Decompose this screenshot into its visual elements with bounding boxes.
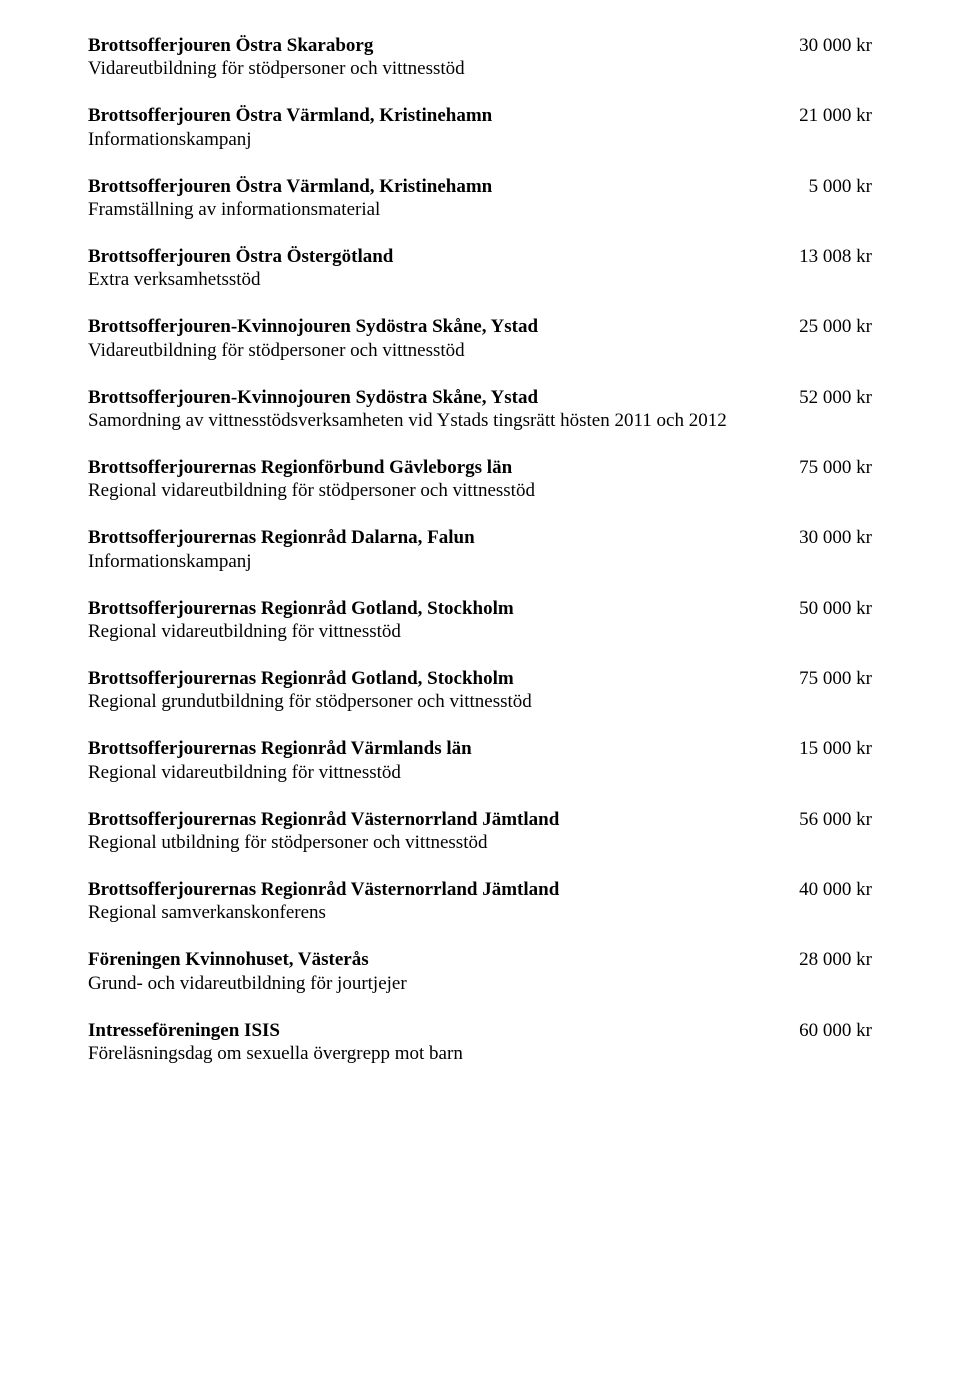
entry-description: Regional vidareutbildning för vittnesstö… bbox=[88, 620, 872, 643]
entry-amount: 50 000 kr bbox=[779, 597, 872, 620]
entry-description: Regional grundutbildning för stödpersone… bbox=[88, 690, 872, 713]
entry-header-row: Brottsofferjourernas Regionråd Värmlands… bbox=[88, 737, 872, 760]
entry-title: Brottsofferjourernas Regionråd Västernor… bbox=[88, 878, 559, 901]
entry-title: Brottsofferjouren Östra Östergötland bbox=[88, 245, 393, 268]
entry-amount: 40 000 kr bbox=[779, 878, 872, 901]
entry-title: Brottsofferjouren Östra Skaraborg bbox=[88, 34, 373, 57]
entry-description: Vidareutbildning för stödpersoner och vi… bbox=[88, 339, 872, 362]
entry-description: Informationskampanj bbox=[88, 550, 872, 573]
entry-title: Brottsofferjouren Östra Värmland, Kristi… bbox=[88, 104, 492, 127]
list-item: Intresseföreningen ISIS 60 000 krFöreläsn… bbox=[88, 1019, 872, 1065]
entry-amount: 75 000 kr bbox=[779, 667, 872, 690]
entry-header-row: Brottsofferjouren Östra Östergötland 13 0… bbox=[88, 245, 872, 268]
entry-title: Brottsofferjourernas Regionråd Västernor… bbox=[88, 808, 559, 831]
entry-title: Intresseföreningen ISIS bbox=[88, 1019, 280, 1042]
entry-amount: 28 000 kr bbox=[779, 948, 872, 971]
list-item: Brottsofferjouren Östra Värmland, Kristi… bbox=[88, 104, 872, 150]
entry-description: Vidareutbildning för stödpersoner och vi… bbox=[88, 57, 872, 80]
entry-header-row: Brottsofferjouren Östra Värmland, Kristi… bbox=[88, 175, 872, 198]
entry-description: Informationskampanj bbox=[88, 128, 872, 151]
entry-amount: 5 000 kr bbox=[789, 175, 872, 198]
entry-title: Brottsofferjouren Östra Värmland, Kristi… bbox=[88, 175, 492, 198]
entry-header-row: Brottsofferjourernas Regionråd Västernor… bbox=[88, 878, 872, 901]
entry-amount: 52 000 kr bbox=[779, 386, 872, 409]
entry-description: Föreläsningsdag om sexuella övergrepp mo… bbox=[88, 1042, 872, 1065]
entry-header-row: Brottsofferjourernas Regionråd Gotland, … bbox=[88, 597, 872, 620]
entry-description: Regional vidareutbildning för vittnesstö… bbox=[88, 761, 872, 784]
entry-header-row: Brottsofferjourernas Regionråd Dalarna, … bbox=[88, 526, 872, 549]
entry-header-row: Intresseföreningen ISIS 60 000 kr bbox=[88, 1019, 872, 1042]
list-item: Brottsofferjourernas Regionråd Dalarna, … bbox=[88, 526, 872, 572]
entry-title: Brottsofferjouren-Kvinnojouren Sydöstra … bbox=[88, 315, 538, 338]
entry-amount: 75 000 kr bbox=[779, 456, 872, 479]
entry-description: Regional vidareutbildning för stödperson… bbox=[88, 479, 872, 502]
list-item: Brottsofferjourernas Regionråd Värmlands… bbox=[88, 737, 872, 783]
entry-header-row: Föreningen Kvinnohuset, Västerås 28 000 k… bbox=[88, 948, 872, 971]
entry-description: Grund- och vidareutbildning för jourtjej… bbox=[88, 972, 872, 995]
entry-amount: 13 008 kr bbox=[779, 245, 872, 268]
entry-amount: 15 000 kr bbox=[779, 737, 872, 760]
entry-header-row: Brottsofferjourernas Regionråd Gotland, … bbox=[88, 667, 872, 690]
list-item: Brottsofferjourernas Regionråd Gotland, … bbox=[88, 597, 872, 643]
list-item: Brottsofferjourernas Regionförbund Gävle… bbox=[88, 456, 872, 502]
entry-amount: 21 000 kr bbox=[779, 104, 872, 127]
entry-header-row: Brottsofferjourernas Regionråd Västernor… bbox=[88, 808, 872, 831]
entry-title: Brottsofferjourernas Regionförbund Gävle… bbox=[88, 456, 512, 479]
entry-title: Brottsofferjourernas Regionråd Dalarna, … bbox=[88, 526, 475, 549]
list-item: Brottsofferjouren Östra Östergötland 13 0… bbox=[88, 245, 872, 291]
entry-amount: 30 000 kr bbox=[779, 34, 872, 57]
entry-description: Extra verksamhetsstöd bbox=[88, 268, 872, 291]
entry-header-row: Brottsofferjouren-Kvinnojouren Sydöstra … bbox=[88, 386, 872, 409]
entry-title: Brottsofferjourernas Regionråd Värmlands… bbox=[88, 737, 472, 760]
entry-amount: 30 000 kr bbox=[779, 526, 872, 549]
entry-amount: 56 000 kr bbox=[779, 808, 872, 831]
list-item: Brottsofferjourernas Regionråd Gotland, … bbox=[88, 667, 872, 713]
entry-amount: 25 000 kr bbox=[779, 315, 872, 338]
entry-amount: 60 000 kr bbox=[779, 1019, 872, 1042]
list-item: Brottsofferjouren-Kvinnojouren Sydöstra … bbox=[88, 386, 872, 432]
list-item: Brottsofferjourernas Regionråd Västernor… bbox=[88, 808, 872, 854]
entry-title: Brottsofferjourernas Regionråd Gotland, … bbox=[88, 667, 514, 690]
list-item: Brottsofferjourernas Regionråd Västernor… bbox=[88, 878, 872, 924]
entry-title: Brottsofferjouren-Kvinnojouren Sydöstra … bbox=[88, 386, 538, 409]
entry-header-row: Brottsofferjourernas Regionförbund Gävle… bbox=[88, 456, 872, 479]
entry-description: Samordning av vittnesstödsverksamheten v… bbox=[88, 409, 872, 432]
entry-description: Regional utbildning för stödpersoner och… bbox=[88, 831, 872, 854]
entry-header-row: Brottsofferjouren Östra Skaraborg 30 000 … bbox=[88, 34, 872, 57]
entry-title: Föreningen Kvinnohuset, Västerås bbox=[88, 948, 369, 971]
entry-description: Framställning av informationsmaterial bbox=[88, 198, 872, 221]
entry-header-row: Brottsofferjouren-Kvinnojouren Sydöstra … bbox=[88, 315, 872, 338]
list-item: Föreningen Kvinnohuset, Västerås 28 000 k… bbox=[88, 948, 872, 994]
list-item: Brottsofferjouren Östra Skaraborg 30 000 … bbox=[88, 34, 872, 80]
entry-header-row: Brottsofferjouren Östra Värmland, Kristi… bbox=[88, 104, 872, 127]
list-item: Brottsofferjouren Östra Värmland, Kristi… bbox=[88, 175, 872, 221]
page-content: Brottsofferjouren Östra Skaraborg 30 000 … bbox=[0, 0, 960, 1129]
entry-description: Regional samverkanskonferens bbox=[88, 901, 872, 924]
entry-title: Brottsofferjourernas Regionråd Gotland, … bbox=[88, 597, 514, 620]
list-item: Brottsofferjouren-Kvinnojouren Sydöstra … bbox=[88, 315, 872, 361]
